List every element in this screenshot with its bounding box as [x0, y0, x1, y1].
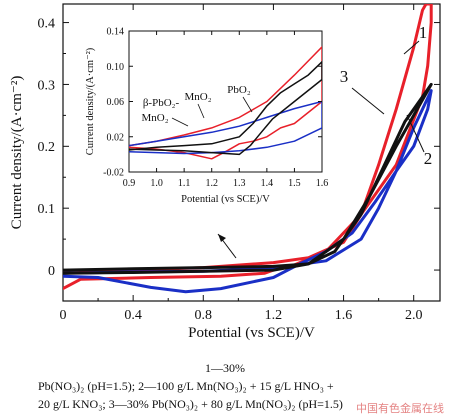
inset-label-mno2: MnO₂ [184, 91, 211, 103]
inset-pointer-arrowhead [218, 234, 226, 242]
inset-series-line-2 [129, 100, 322, 155]
inset-chart: 0.9 1.0 1.1 1.2 1.3 1.4 1.5 1.6 -0.02 0.02 0.06 0.1… [85, 27, 328, 206]
inset-label-beta-pbo2: β-PbO₂- [143, 97, 180, 109]
inset-x-tick-label-2: 1.1 [178, 178, 191, 189]
inset-x-tick-label-1: 1.0 [150, 178, 163, 189]
inset-x-tick-label-4: 1.3 [233, 178, 246, 189]
inset-x-tick-label-5: 1.4 [261, 178, 274, 189]
inset-plot-frame [128, 30, 323, 173]
curve-label-1: 1 [419, 23, 428, 42]
main-y-tick-label-0: 0 [48, 264, 55, 279]
main-y-tick-label-1: 0.1 [38, 202, 56, 217]
main-x-tick-label-1: 0.4 [124, 308, 142, 323]
caption-line-3: 20 g/L KNO₃; 3—30% Pb(NO₃)₂ + 80 g/L Mn(… [38, 397, 343, 411]
inset-y-tick-label-3: 0.10 [107, 62, 125, 73]
inset-y-tick-label-2: 0.06 [107, 97, 125, 108]
curve-label-pointer-1 [403, 40, 420, 55]
inset-series-line-1 [129, 46, 322, 160]
inset-y-tick-label-0: -0.02 [103, 168, 124, 179]
curve-label-2: 2 [424, 149, 433, 168]
inset-x-tick-label-7: 1.6 [316, 178, 329, 189]
main-x-tick-label-4: 1.6 [335, 308, 353, 323]
inset-x-tick-label-6: 1.5 [288, 178, 301, 189]
main-series-line-2 [63, 89, 433, 294]
main-x-tick-label-2: 0.8 [195, 308, 213, 323]
inset-series-group [129, 46, 322, 160]
inset-x-axis-label: Potential (vs SCE)/V [181, 194, 270, 205]
main-y-tick-label-3: 0.3 [38, 78, 56, 93]
inset-pointer-beta [171, 117, 189, 127]
main-y-tick-label-2: 0.2 [38, 140, 56, 155]
inset-pointer-pbo2 [242, 96, 253, 113]
watermark: 中国有色金属在线 [356, 402, 444, 415]
main-x-tick-label-0: 0 [60, 308, 67, 323]
inset-series-line-3 [129, 61, 322, 156]
inset-y-axis-label: Current density/(A·cm⁻²) [85, 47, 96, 155]
curve-label-pointer-3 [351, 87, 385, 115]
inset-x-tick-label-3: 1.2 [205, 178, 218, 189]
main-series-group [63, 4, 433, 294]
inset-pointer-mno2 [197, 103, 205, 119]
main-x-axis-label: Potential (vs SCE)/V [188, 325, 315, 341]
main-x-tick-label-5: 2.0 [405, 308, 423, 323]
inset-label-pbo2: PbO₂ [227, 84, 251, 96]
inset-y-tick-label-1: 0.02 [107, 132, 125, 143]
caption-line-1: 1—30% [205, 361, 245, 375]
curve-label-3: 3 [340, 67, 349, 86]
caption-line-2: Pb(NO₃)₂ (pH=1.5); 2—100 g/L Mn(NO₃)₂ + … [38, 379, 334, 393]
main-series-line-3 [63, 82, 433, 275]
curve-label-pointer-2 [406, 114, 425, 153]
main-series-line-1 [63, 4, 433, 291]
inset-label-beta-mno2: MnO₂ [141, 112, 168, 124]
inset-x-tick-label-0: 0.9 [123, 178, 136, 189]
main-y-axis-label: Current density/(A·cm⁻²) [9, 76, 25, 230]
inset-y-tick-label-4: 0.14 [107, 27, 125, 38]
main-x-tick-label-3: 1.2 [265, 308, 283, 323]
annotations: 1 2 3 MnO₂ PbO₂ β-PbO₂- MnO₂ [141, 23, 433, 259]
main-y-tick-label-4: 0.4 [38, 16, 56, 31]
